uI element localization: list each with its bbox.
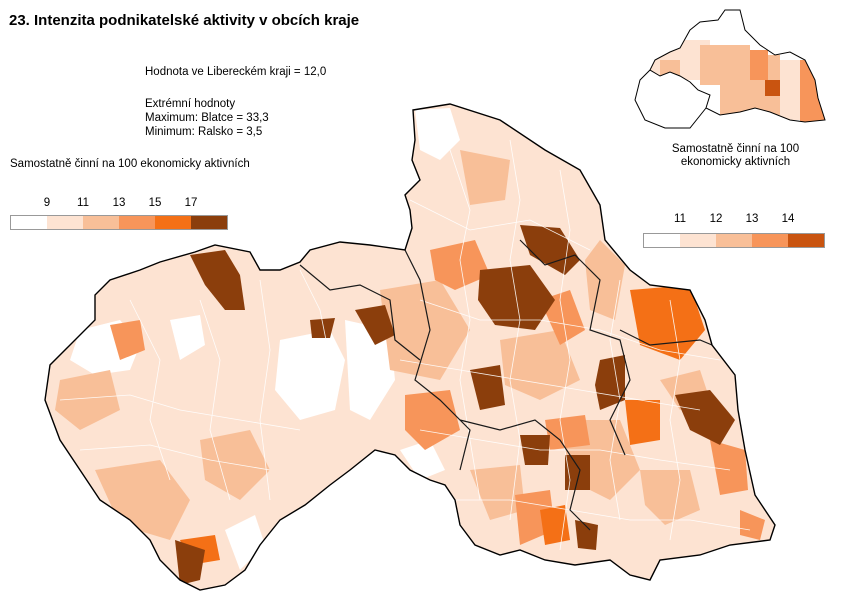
inset-legend: 11 12 13 14 [643,213,828,253]
inset-legend-swatch [788,234,824,247]
inset-caption-line1: Samostatně činní na 100 [671,143,800,155]
municipality-area [310,318,335,338]
map-title: 23. Intenzita podnikatelské aktivity v o… [9,12,360,29]
municipality-area [380,280,470,380]
municipality-area [585,240,625,320]
inset-legend-swatch [644,234,680,247]
inset-legend-tick: 14 [781,213,795,225]
inset-patches [650,40,825,122]
municipality-area [355,305,395,345]
inset-region-outline [649,9,826,123]
municipality-area [110,320,145,360]
municipality-area [200,430,270,500]
inset-legend-tick: 12 [709,213,723,225]
main-legend-tick: 15 [148,197,162,209]
main-legend-swatch [47,216,83,229]
inset-legend-swatches [643,233,825,248]
inset-region-outline-west [634,69,707,129]
municipality-patches [55,108,765,585]
inset-area [750,50,768,80]
municipality-area [430,240,490,290]
municipality-area [170,315,205,360]
municipality-area [675,390,735,445]
municipality-area [225,515,265,570]
municipality-area [500,330,580,400]
extremes-minimum: Minimum: Ralsko = 3,5 [145,126,263,138]
district-boundaries [299,239,713,531]
inset-area [660,60,680,76]
municipality-area [460,150,510,205]
inset-map [634,9,826,129]
municipality-area [710,440,748,495]
main-legend-swatches [10,215,228,230]
inset-legend-swatch [716,234,752,247]
municipality-area [545,415,590,450]
municipality-area [470,465,525,520]
extreme-values-block: Extrémní hodnoty Maximum: Blatce = 33,3 … [145,97,269,139]
municipality-area [345,320,395,420]
inset-legend-swatch [752,234,788,247]
municipality-area [55,370,120,430]
inset-caption: Samostatně činní na 100 ekonomicky aktiv… [643,143,828,169]
main-legend-tick: 11 [77,197,89,209]
main-legend-title: Samostatně činní na 100 ekonomicky aktiv… [10,158,250,170]
main-legend-tick: 17 [184,197,198,209]
main-legend-swatch [83,216,119,229]
main-legend-swatch [155,216,191,229]
extremes-heading: Extrémní hodnoty [145,98,236,110]
municipality-area [625,400,660,445]
main-legend-tick: 9 [43,197,51,209]
region-average-label: Hodnota ve Libereckém kraji = 12,0 [145,66,327,78]
main-legend-swatch [119,216,155,229]
main-legend-tick: 13 [112,197,126,209]
main-legend-swatch [11,216,47,229]
main-legend-swatch [191,216,227,229]
inset-legend-swatch [680,234,716,247]
municipality-area [190,250,245,310]
municipality-area [595,355,625,410]
inset-area [800,60,825,122]
main-legend: 9 11 13 15 17 [10,197,230,232]
municipality-area [575,520,598,550]
inset-area [720,85,760,115]
extremes-maximum: Maximum: Blatce = 33,3 [145,112,269,124]
municipality-area [520,435,550,465]
municipality-area [175,540,205,585]
municipality-area [740,510,765,540]
municipality-area [405,390,460,450]
inset-legend-tick: 13 [745,213,759,225]
inset-caption-line2: ekonomicky aktivních [680,156,791,168]
municipality-area [640,470,700,525]
municipality-area [415,108,460,160]
municipality-area [565,455,590,490]
inset-area [765,80,781,96]
municipality-area [275,330,345,420]
municipality-area [400,440,445,480]
inset-legend-tick: 11 [674,213,686,225]
